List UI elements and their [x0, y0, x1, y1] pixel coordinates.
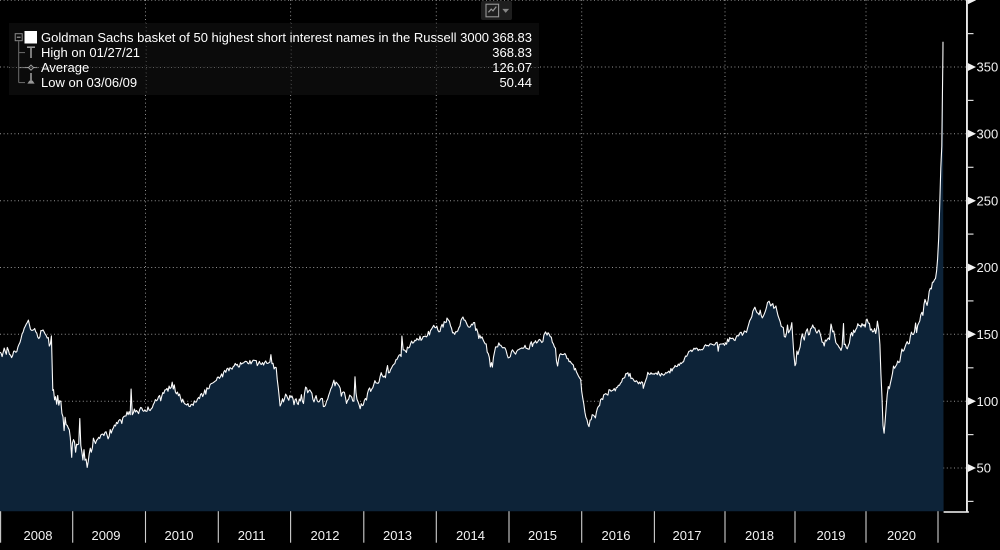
- svg-text:2009: 2009: [92, 528, 121, 543]
- svg-text:150: 150: [977, 327, 999, 342]
- svg-text:2013: 2013: [383, 528, 412, 543]
- svg-text:100: 100: [977, 394, 999, 409]
- svg-text:200: 200: [977, 260, 999, 275]
- svg-text:2008: 2008: [24, 528, 53, 543]
- svg-text:2018: 2018: [745, 528, 774, 543]
- svg-text:2011: 2011: [238, 528, 266, 543]
- svg-text:350: 350: [977, 60, 999, 75]
- svg-text:2020: 2020: [887, 528, 916, 543]
- svg-text:2010: 2010: [165, 528, 194, 543]
- svg-text:2015: 2015: [528, 528, 557, 543]
- svg-text:50: 50: [977, 461, 991, 476]
- svg-text:300: 300: [977, 127, 999, 142]
- svg-text:250: 250: [977, 193, 999, 208]
- svg-text:2014: 2014: [456, 528, 485, 543]
- svg-text:2012: 2012: [311, 528, 340, 543]
- svg-text:2016: 2016: [602, 528, 631, 543]
- svg-text:2017: 2017: [673, 528, 702, 543]
- svg-text:2019: 2019: [817, 528, 846, 543]
